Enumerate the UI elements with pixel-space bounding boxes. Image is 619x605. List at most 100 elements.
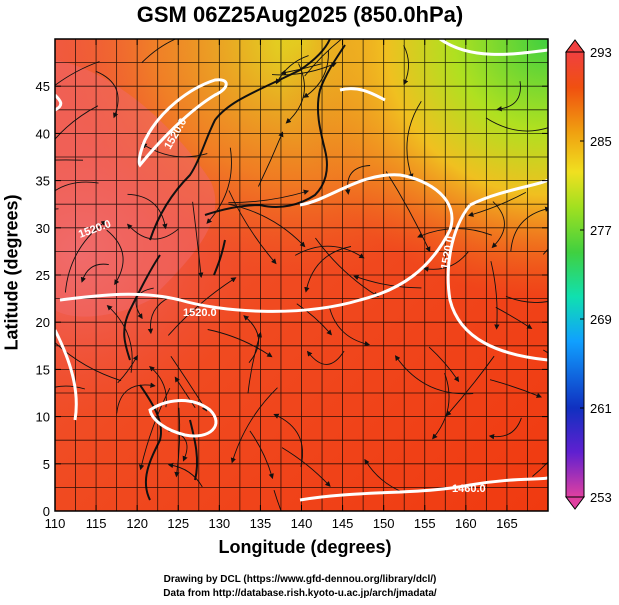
- streamline: [174, 376, 196, 409]
- x-tick-label: 155: [414, 516, 436, 531]
- streamline: [135, 287, 154, 320]
- x-tick-label: 125: [167, 516, 189, 531]
- streamline: [141, 39, 177, 63]
- x-axis-label: Longitude (degrees): [218, 537, 392, 557]
- streamline: [491, 201, 505, 249]
- y-axis-label: Latitude (degrees): [1, 194, 22, 351]
- y-tick-label: 0: [43, 504, 50, 519]
- streamline: [247, 331, 262, 394]
- colorbar: 293 285 277 269 261 253: [565, 39, 612, 510]
- credit-drawing: Drawing by DCL (https://www.gfd-dennou.o…: [163, 574, 437, 585]
- x-tick-label: 165: [496, 516, 518, 531]
- contour-label: 1520.0: [183, 307, 217, 319]
- x-tick-label: 110: [45, 516, 66, 531]
- streamline: [55, 181, 99, 192]
- streamline: [328, 306, 371, 347]
- y-axis: 0 5 10 15 20 25 30 35 40 45: [36, 79, 548, 519]
- streamline: [353, 274, 422, 289]
- streamline: [249, 430, 274, 480]
- streamline: [406, 100, 422, 180]
- streamline: [147, 296, 170, 335]
- lat-lon-grid: [55, 39, 548, 511]
- streamline: [192, 201, 204, 278]
- colorbar-tick-label: 285: [590, 134, 612, 149]
- wind-streamlines: [55, 39, 548, 511]
- streamline: [304, 246, 352, 293]
- streamline: [206, 147, 232, 224]
- colorbar-bottom-triangle: [565, 496, 585, 510]
- streamline: [495, 306, 533, 330]
- streamline: [510, 206, 548, 252]
- geopotential-contours: [55, 39, 548, 502]
- streamline: [303, 50, 329, 98]
- colorbar-tick-label: 269: [590, 312, 612, 327]
- streamline: [167, 462, 203, 488]
- x-tick-label: 145: [332, 516, 354, 531]
- streamline: [306, 350, 345, 365]
- streamline: [485, 117, 548, 132]
- streamline: [428, 346, 460, 383]
- streamline: [275, 55, 309, 85]
- streamline: [445, 355, 495, 417]
- streamline: [294, 245, 365, 259]
- streamline: [273, 489, 282, 511]
- colorbar-tick-label: 253: [590, 490, 612, 505]
- streamline: [496, 81, 521, 112]
- streamline: [488, 417, 522, 440]
- x-tick-label: 150: [373, 516, 395, 531]
- streamline: [315, 237, 379, 297]
- streamline: [207, 329, 273, 358]
- streamline: [106, 229, 124, 286]
- streamline: [55, 61, 100, 86]
- streamline: [127, 193, 168, 230]
- streamline: [273, 413, 304, 467]
- streamline: [468, 192, 527, 217]
- y-tick-label: 5: [43, 457, 50, 472]
- contour-label: 1520.0: [439, 235, 457, 270]
- streamline: [304, 39, 343, 77]
- streamline: [505, 295, 548, 303]
- streamline: [281, 447, 331, 487]
- streamline: [134, 39, 137, 40]
- y-tick-label: 40: [36, 126, 50, 141]
- streamline: [116, 382, 156, 414]
- streamline: [489, 379, 542, 398]
- streamline: [394, 355, 474, 395]
- streamline: [280, 63, 322, 76]
- y-tick-label: 15: [36, 362, 50, 377]
- x-axis: 110 115 120 125 130 135 140 145 150 155 160 165: [45, 39, 518, 531]
- streamline: [296, 303, 332, 336]
- x-tick-label: 140: [291, 516, 313, 531]
- y-tick-label: 30: [36, 221, 50, 236]
- streamline: [80, 263, 109, 283]
- y-tick-label: 20: [36, 315, 50, 330]
- streamline: [117, 354, 138, 384]
- contour-label: 1460.0: [452, 483, 486, 495]
- streamline: [95, 70, 119, 119]
- y-tick-label: 45: [36, 79, 50, 94]
- x-tick-label: 160: [455, 516, 477, 531]
- y-tick-label: 35: [36, 174, 50, 189]
- streamline: [55, 105, 99, 140]
- streamline: [257, 131, 284, 187]
- colorbar-tick-label: 277: [590, 223, 612, 238]
- x-tick-label: 130: [208, 516, 230, 531]
- streamline: [126, 223, 179, 240]
- colorbar-body: [565, 51, 585, 498]
- y-tick-label: 10: [36, 410, 50, 425]
- y-tick-label: 25: [36, 268, 50, 283]
- streamline: [141, 143, 208, 158]
- streamline: [55, 159, 84, 161]
- streamline: [55, 385, 86, 390]
- streamline: [490, 261, 500, 330]
- x-tick-label: 115: [86, 516, 107, 531]
- streamline: [403, 45, 409, 86]
- x-tick-label: 135: [250, 516, 272, 531]
- streamline: [230, 387, 278, 464]
- streamline: [385, 171, 431, 253]
- streamline: [285, 63, 305, 124]
- colorbar-tick-label: 261: [590, 401, 612, 416]
- map-title: GSM 06Z25Aug2025 (850.0hPa): [136, 2, 464, 27]
- streamline: [345, 165, 371, 195]
